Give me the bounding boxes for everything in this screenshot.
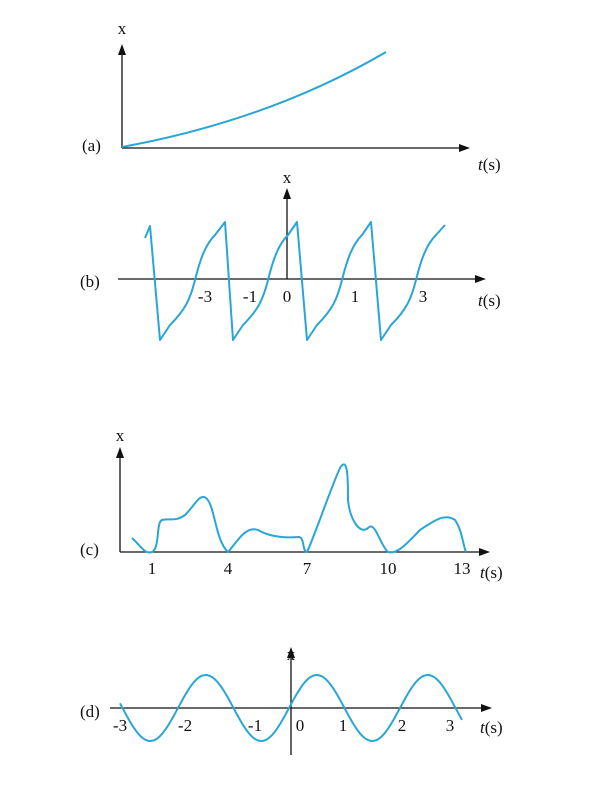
x-unit: (s) <box>483 155 501 174</box>
arrow <box>459 144 470 152</box>
arrow <box>283 188 291 199</box>
arrow <box>116 447 124 458</box>
x-label: t(s) <box>480 718 503 737</box>
x-var: t <box>478 155 484 174</box>
x-unit: (s) <box>483 291 501 310</box>
panel-d: x (d) -3 -2 -1 0 1 2 3 t(s) <box>80 645 503 755</box>
x-unit: (s) <box>485 718 503 737</box>
curve <box>131 463 467 554</box>
tick-label: -1 <box>248 716 262 735</box>
panel-b: x (b) -3 -1 0 1 3 t(s) <box>80 168 501 341</box>
panel-label: (b) <box>80 272 100 291</box>
x-unit: (s) <box>485 563 503 582</box>
y-label: x <box>287 645 296 664</box>
y-label: x <box>116 426 125 445</box>
x-label: t(s) <box>478 291 501 310</box>
panel-c: x (c) 1 4 7 10 13 t(s) <box>80 426 503 582</box>
tick-label: 7 <box>303 559 312 578</box>
tick-label: -3 <box>198 287 212 306</box>
tick-label: 13 <box>454 559 471 578</box>
arrow <box>287 647 295 658</box>
arrow <box>475 275 486 283</box>
tick-label: -3 <box>113 716 127 735</box>
arrow <box>118 44 126 55</box>
x-var: t <box>480 563 486 582</box>
tick-label: 10 <box>380 559 397 578</box>
y-label: x <box>118 19 127 38</box>
arrow <box>479 548 490 556</box>
panel-label: (a) <box>82 136 101 155</box>
tick-label: 2 <box>398 716 407 735</box>
tick-label: -1 <box>243 287 257 306</box>
tick-label: 1 <box>351 287 360 306</box>
y-label: x <box>283 168 292 187</box>
curve <box>144 221 446 341</box>
panel-a: x (a) t(s) <box>82 19 501 174</box>
x-var: t <box>478 291 484 310</box>
x-label: t(s) <box>480 563 503 582</box>
x-label: t(s) <box>478 155 501 174</box>
arrow <box>481 704 492 712</box>
tick-label: 1 <box>339 716 348 735</box>
tick-label: 3 <box>446 716 455 735</box>
tick-label: 3 <box>419 287 428 306</box>
tick-label: 4 <box>224 559 233 578</box>
tick-label: -2 <box>178 716 192 735</box>
tick-label: 0 <box>296 716 305 735</box>
curve <box>121 51 387 148</box>
panel-label: (c) <box>80 540 99 559</box>
tick-label: 0 <box>283 287 292 306</box>
tick-label: 1 <box>148 559 157 578</box>
x-var: t <box>480 718 486 737</box>
curve <box>119 674 463 742</box>
panel-label: (d) <box>80 702 100 721</box>
